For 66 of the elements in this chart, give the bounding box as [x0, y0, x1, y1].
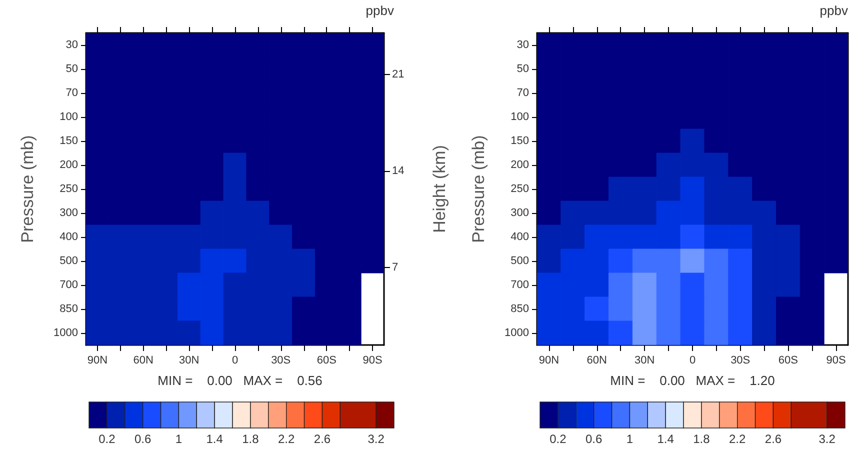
color-bar-label: 1.8 — [242, 432, 260, 446]
text: MIN = 0.00 MAX = 0.56 — [158, 373, 322, 388]
color-bar-label: 2.2 — [729, 432, 746, 446]
y-tick-label: 1000 — [54, 327, 78, 339]
color-bar-title: ppbv — [366, 3, 394, 18]
color-bar-label: 3.2 — [818, 432, 836, 446]
y-tick-label: 100 — [60, 111, 78, 123]
x-tick-label: 30N — [634, 354, 655, 366]
color-bar-label: 1 — [175, 432, 182, 446]
y-tick-label: 30 — [516, 39, 529, 51]
color-bar-label: 3.2 — [368, 432, 385, 446]
y-tick-label: 200 — [60, 159, 78, 171]
y-tick-label: 250 — [510, 183, 529, 195]
y-axis-title: Pressure (mb) — [469, 135, 488, 243]
x-tick-label: 60N — [133, 354, 154, 366]
color-bar-label: 2.2 — [278, 432, 296, 446]
x-tick-label: 90N — [538, 354, 560, 366]
y-tick-label: 500 — [510, 255, 529, 267]
x-tick-label: 30N — [179, 354, 200, 366]
y2-tick-label: 21 — [392, 68, 404, 80]
color-bar-label: 0.6 — [134, 432, 152, 446]
y-tick-label: 850 — [60, 303, 78, 315]
x-tick-label: 90S — [362, 354, 382, 366]
color-bar-label: 2.6 — [314, 432, 331, 446]
y-tick-label: 300 — [510, 207, 529, 219]
y-tick-label: 850 — [510, 303, 529, 315]
y-tick-label: 700 — [60, 279, 78, 291]
y-tick-label: 1000 — [504, 327, 529, 339]
color-bar-label: 0.2 — [550, 432, 567, 446]
x-tick-label: 0 — [232, 354, 238, 366]
text: MIN = 0.00 MAX = 1.20 — [610, 373, 775, 388]
x-tick-label: 60S — [778, 354, 798, 366]
y-tick-label: 300 — [60, 207, 78, 219]
y-tick-label: 250 — [60, 183, 78, 195]
x-tick-label: 60S — [316, 354, 336, 366]
y-tick-label: 70 — [66, 87, 78, 99]
y-tick-label: 700 — [510, 279, 529, 291]
y-tick-label: 150 — [60, 135, 78, 147]
y-tick-label: 30 — [66, 39, 78, 51]
y-tick-label: 400 — [510, 231, 529, 243]
y-tick-label: 500 — [60, 255, 78, 267]
x-tick-label: 0 — [689, 354, 696, 366]
y-tick-label: 70 — [516, 87, 529, 99]
x-tick-label: 90N — [87, 354, 108, 366]
x-tick-label: 30S — [730, 354, 750, 366]
color-bar-label: 1 — [626, 432, 634, 446]
y-tick-label: 100 — [510, 111, 529, 123]
y2-tick-label: 14 — [392, 165, 404, 178]
x-tick-label: 90S — [826, 354, 846, 366]
y-tick-label: 150 — [510, 135, 529, 147]
x-tick-label: 60N — [586, 354, 607, 366]
color-bar-label: 2.6 — [764, 432, 782, 446]
color-bar-label: 1.4 — [657, 432, 674, 446]
y-tick-label: 200 — [510, 159, 529, 171]
y2-axis-title: Height (km) — [430, 145, 449, 233]
color-bar-label: 1.4 — [206, 432, 224, 446]
color-bar-label: 0.2 — [98, 432, 116, 446]
y-tick-label: 50 — [516, 63, 529, 75]
y-axis-title: Pressure (mb) — [18, 135, 37, 243]
color-bar-title: ppbv — [820, 3, 848, 18]
x-tick-label: 30S — [271, 354, 291, 366]
color-bar-label: 0.6 — [585, 432, 602, 446]
y-tick-label: 400 — [60, 231, 78, 243]
color-bar-label: 1.8 — [693, 432, 710, 446]
y-tick-label: 50 — [66, 63, 78, 75]
y2-tick-label: 7 — [392, 262, 398, 274]
